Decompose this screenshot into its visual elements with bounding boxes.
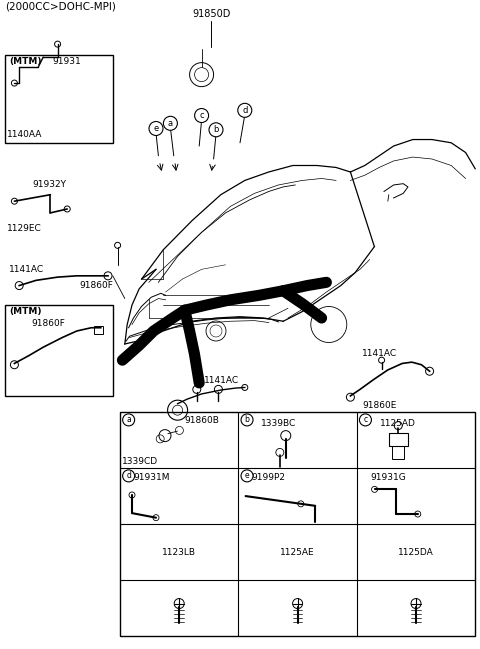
Text: (MTM): (MTM) xyxy=(10,57,42,66)
Text: 91931G: 91931G xyxy=(370,473,406,482)
Text: e: e xyxy=(154,124,158,133)
Bar xyxy=(5,305,113,396)
Text: 1125AD: 1125AD xyxy=(380,419,416,428)
Bar xyxy=(393,447,405,459)
Bar xyxy=(389,434,408,447)
Circle shape xyxy=(194,108,209,123)
Text: c: c xyxy=(199,111,204,120)
Text: 9199P2: 9199P2 xyxy=(252,473,286,482)
Text: a: a xyxy=(168,119,173,128)
Text: 91860E: 91860E xyxy=(362,401,397,410)
Text: e: e xyxy=(245,471,249,480)
Text: 91860B: 91860B xyxy=(185,416,220,425)
Text: 1339CD: 1339CD xyxy=(122,457,158,466)
Circle shape xyxy=(123,470,134,482)
Circle shape xyxy=(123,414,134,426)
Text: 91932Y: 91932Y xyxy=(33,180,67,190)
Circle shape xyxy=(241,470,253,482)
Circle shape xyxy=(241,414,253,426)
Text: 1141AC: 1141AC xyxy=(362,349,397,358)
Circle shape xyxy=(360,414,372,426)
Text: 91931: 91931 xyxy=(53,57,82,66)
Text: 91850D: 91850D xyxy=(192,9,230,19)
Text: 1339BC: 1339BC xyxy=(262,419,297,428)
Text: 1140AA: 1140AA xyxy=(7,130,43,140)
Text: b: b xyxy=(213,125,219,134)
Text: d: d xyxy=(242,106,248,115)
Bar xyxy=(5,55,113,143)
Circle shape xyxy=(209,123,223,137)
Text: c: c xyxy=(363,415,368,424)
Text: 1141AC: 1141AC xyxy=(204,376,239,386)
Circle shape xyxy=(238,103,252,117)
Bar xyxy=(120,412,475,636)
Text: 91860F: 91860F xyxy=(31,319,65,328)
Text: 1141AC: 1141AC xyxy=(9,265,44,274)
Text: (2000CC>DOHC-MPI): (2000CC>DOHC-MPI) xyxy=(5,1,116,12)
Text: 1129EC: 1129EC xyxy=(7,224,42,233)
Text: 1125DA: 1125DA xyxy=(398,548,434,557)
Text: 91931M: 91931M xyxy=(133,473,170,482)
Circle shape xyxy=(163,116,178,130)
Text: a: a xyxy=(126,415,131,424)
Circle shape xyxy=(149,121,163,136)
Bar xyxy=(94,326,103,334)
Text: 91860F: 91860F xyxy=(79,281,113,290)
Text: (MTM): (MTM) xyxy=(10,307,42,316)
Text: d: d xyxy=(126,471,131,480)
Text: b: b xyxy=(245,415,250,424)
Text: 1123LB: 1123LB xyxy=(162,548,196,557)
Text: 1125AE: 1125AE xyxy=(280,548,315,557)
